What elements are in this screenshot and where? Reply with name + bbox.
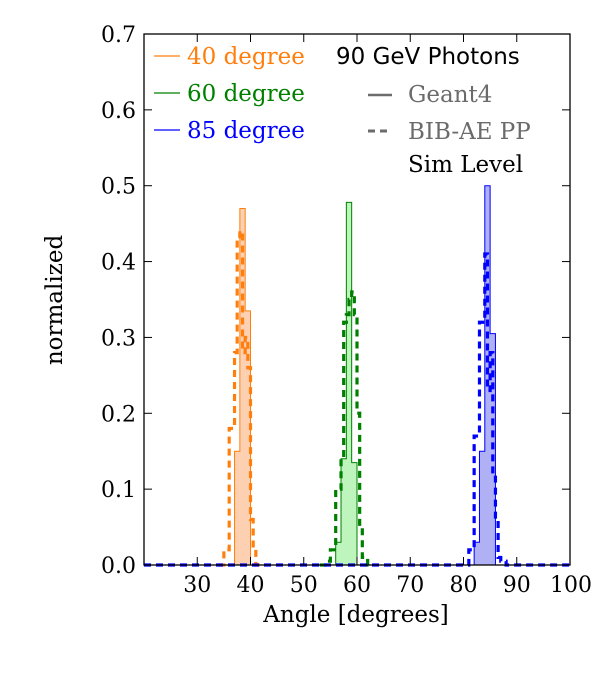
x-tick-label: 30 [183, 573, 211, 598]
plot-frame [143, 33, 571, 566]
sim-level-annotation: Sim Level [408, 152, 523, 178]
y-tick-label: 0.2 [101, 402, 136, 427]
y-tick-label: 0.1 [101, 478, 136, 503]
y-tick-label: 0.6 [101, 99, 136, 124]
y-tick-label: 0.7 [101, 23, 136, 48]
bibae-hist-85-degree [144, 252, 570, 567]
legend-label: 60 degree [187, 81, 305, 107]
geant4-hist-85-degree [473, 185, 501, 566]
beam-annotation: 90 GeV Photons [336, 44, 520, 70]
legend-label: 85 degree [187, 118, 305, 144]
y-tick-label: 0.0 [101, 554, 136, 579]
legend: 40 degree 60 degree 85 degree [154, 44, 305, 144]
legend-label: 40 degree [187, 44, 305, 70]
bibae-hist-60-degree [319, 290, 373, 567]
x-tick-label: 50 [290, 573, 318, 598]
x-tick-label: 90 [503, 573, 531, 598]
y-axis-title: normalized [42, 235, 68, 366]
bibae-annotation: BIB-AE PP [408, 119, 531, 145]
geant4-annotation: Geant4 [408, 82, 492, 108]
bibae-hist-40-degree [218, 229, 262, 567]
geant4-hist-40-degree [234, 207, 256, 566]
y-tick-label: 0.4 [101, 251, 136, 276]
x-axis-title: Angle [degrees] [262, 602, 448, 628]
x-tick-label: 60 [343, 573, 371, 598]
plot-area [144, 185, 570, 567]
x-tick-label: 100 [550, 573, 592, 598]
x-tick-label: 70 [396, 573, 424, 598]
y-axis-ticks: 0.0 0.1 0.2 0.3 0.4 0.5 0.6 0.7 [101, 23, 570, 579]
x-axis-ticks: 30 40 50 60 70 80 90 100 [183, 34, 592, 598]
y-tick-label: 0.5 [101, 175, 136, 200]
x-tick-label: 80 [450, 573, 478, 598]
x-tick-label: 40 [237, 573, 265, 598]
y-tick-label: 0.3 [101, 326, 136, 351]
